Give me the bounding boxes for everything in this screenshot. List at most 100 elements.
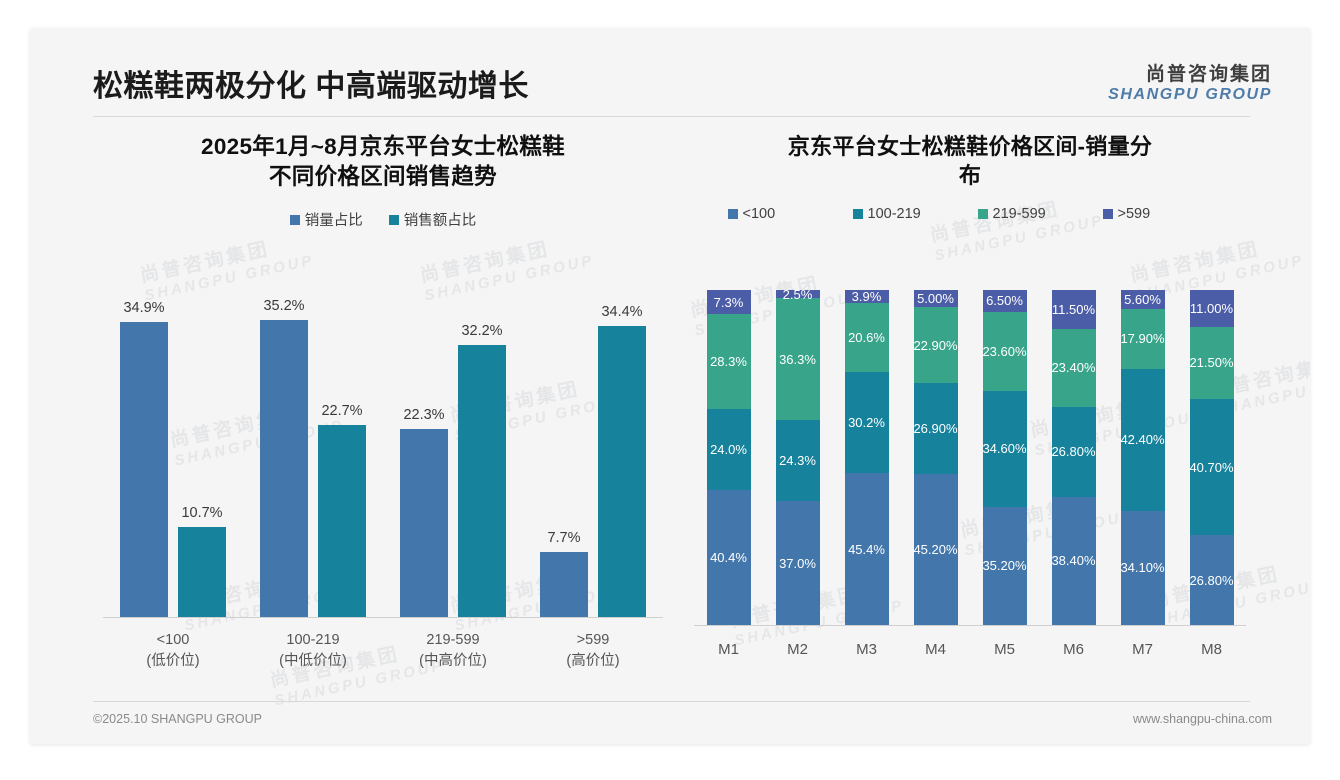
stacked-segment[interactable]: 30.2%: [844, 372, 889, 474]
legend-item-price-0[interactable]: <100: [727, 206, 838, 223]
stacked-segment[interactable]: 6.50%: [982, 290, 1027, 312]
stacked-segment[interactable]: 26.80%: [1051, 406, 1096, 497]
legend-swatch-icon: [977, 209, 988, 220]
stacked-segment[interactable]: 40.4%: [706, 489, 751, 625]
bar-value-label: 34.4%: [601, 304, 643, 321]
stacked-segment[interactable]: 45.4%: [844, 473, 889, 625]
stacked-bar-column[interactable]: 37.0% 24.3% 36.3% 2.5%: [763, 287, 832, 625]
right-chart-title: 京东平台女士松糕鞋价格区间-销量分 布: [690, 132, 1250, 190]
x-axis-tick-label: 219-599 (中高价位): [383, 630, 523, 672]
stacked-segment[interactable]: 2.5%: [775, 287, 820, 302]
bar-column[interactable]: 22.7%: [318, 279, 366, 617]
stacked-segment-label: 45.20%: [913, 541, 958, 557]
stacked-segment[interactable]: 23.60%: [982, 311, 1027, 391]
left-chart-bar-groups: 34.9% 10.7% 35.2% 22.7% 22.3% 32.2% 7.7% 34.4%: [103, 279, 663, 617]
bar-column[interactable]: 32.2%: [458, 279, 506, 617]
stacked-bar-column[interactable]: 34.10% 42.40% 17.90% 5.60%: [1108, 290, 1177, 625]
bar-rect[interactable]: [400, 428, 448, 617]
stacked-segment-label: 3.9%: [851, 289, 882, 305]
stacked-segment-label: 24.3%: [779, 453, 816, 469]
stacked-bar-column[interactable]: 26.80% 40.70% 21.50% 11.00%: [1177, 290, 1246, 625]
x-axis-tick-label: M7: [1132, 641, 1153, 658]
stacked-segment-label: 11.50%: [1051, 301, 1096, 317]
stacked-segment[interactable]: 21.50%: [1189, 326, 1234, 399]
bar-column[interactable]: 22.3%: [400, 279, 448, 617]
bar-rect[interactable]: [540, 551, 588, 617]
bar-rect[interactable]: [178, 526, 226, 617]
stacked-segment[interactable]: 22.90%: [913, 306, 958, 384]
bar-rect[interactable]: [598, 326, 646, 617]
stacked-segment[interactable]: 38.40%: [1051, 496, 1096, 625]
stacked-segment[interactable]: 36.3%: [775, 298, 820, 420]
stacked-segment-label: 23.40%: [1051, 360, 1096, 376]
stacked-segment[interactable]: 28.3%: [706, 314, 751, 410]
stacked-segment[interactable]: 5.60%: [1120, 290, 1165, 309]
bar-group: 7.7% 34.4%: [523, 279, 663, 617]
stacked-segment[interactable]: 20.6%: [844, 303, 889, 372]
stacked-segment[interactable]: 24.3%: [775, 419, 820, 502]
stacked-segment-label: 5.00%: [917, 290, 954, 306]
stacked-segment-label: 38.40%: [1051, 553, 1096, 569]
stacked-segment[interactable]: 11.50%: [1051, 290, 1096, 329]
bar-rect[interactable]: [260, 319, 308, 617]
stacked-bar-column[interactable]: 35.20% 34.60% 23.60% 6.50%: [970, 290, 1039, 625]
stacked-segment[interactable]: 24.0%: [706, 409, 751, 490]
stacked-bar-column[interactable]: 40.4% 24.0% 28.3% 7.3%: [694, 290, 763, 625]
left-chart-panel: 2025年1月~8月京东平台女士松糕鞋 不同价格区间销售趋势 销量占比 销售额占比…: [93, 132, 673, 717]
x-tick-range: <100: [156, 631, 190, 648]
stacked-segment[interactable]: 11.00%: [1189, 290, 1234, 327]
bar-column[interactable]: 7.7%: [540, 279, 588, 617]
stacked-segment[interactable]: 3.9%: [844, 289, 889, 305]
stacked-segment[interactable]: 37.0%: [775, 501, 820, 625]
stacked-segment[interactable]: 35.20%: [982, 506, 1027, 625]
stacked-bar: 26.80% 40.70% 21.50% 11.00%: [1189, 290, 1234, 625]
legend-item-sales-1[interactable]: 销售额占比: [388, 209, 476, 230]
bar-column[interactable]: 34.4%: [598, 279, 646, 617]
x-tick-range: 219-599: [426, 631, 480, 648]
bar-column[interactable]: 34.9%: [120, 279, 168, 617]
legend-item-label: <100: [742, 206, 776, 223]
stacked-segment-label: 37.0%: [779, 555, 816, 571]
bar-rect[interactable]: [120, 322, 168, 617]
bar-column[interactable]: 35.2%: [260, 279, 308, 617]
stacked-segment-label: 11.00%: [1189, 300, 1234, 316]
stacked-segment-label: 40.4%: [710, 549, 747, 565]
stacked-segment-label: 7.3%: [713, 294, 744, 310]
footer-website: www.shangpu-china.com: [1133, 712, 1272, 726]
stacked-segment-label: 23.60%: [982, 343, 1027, 359]
stacked-segment[interactable]: 5.00%: [913, 290, 958, 307]
x-axis-tick-label: 100-219 (中低价位): [243, 630, 383, 672]
bar-column[interactable]: 10.7%: [178, 279, 226, 617]
bar-rect[interactable]: [318, 425, 366, 617]
stacked-bar-column[interactable]: 38.40% 26.80% 23.40% 11.50%: [1039, 290, 1108, 625]
stacked-bar-column[interactable]: 45.20% 26.90% 22.90% 5.00%: [901, 290, 970, 625]
stacked-bar: 40.4% 24.0% 28.3% 7.3%: [706, 290, 751, 625]
brand-logo: 尚普咨询集团 SHANGPU GROUP: [1108, 64, 1272, 104]
legend-swatch-icon: [289, 214, 300, 225]
stacked-segment-label: 30.2%: [848, 415, 885, 431]
stacked-segment-label: 34.60%: [982, 441, 1027, 457]
stacked-segment-label: 17.90%: [1120, 331, 1165, 347]
bar-group: 22.3% 32.2%: [383, 279, 523, 617]
stacked-segment[interactable]: 26.90%: [913, 383, 958, 474]
legend-item-price-1[interactable]: 100-219: [852, 206, 963, 222]
bar-rect[interactable]: [458, 344, 506, 617]
legend-item-sales-0[interactable]: 销量占比: [289, 209, 363, 230]
stacked-segment[interactable]: 17.90%: [1120, 308, 1165, 369]
legend-item-price-3[interactable]: >599: [1102, 206, 1213, 223]
stacked-segment[interactable]: 40.70%: [1189, 398, 1234, 536]
stacked-segment[interactable]: 7.3%: [706, 290, 751, 315]
stacked-segment[interactable]: 26.80%: [1189, 535, 1234, 625]
legend-item-price-2[interactable]: 219-599: [977, 206, 1088, 222]
stacked-segment-label: 21.50%: [1189, 355, 1234, 371]
stacked-segment[interactable]: 34.10%: [1120, 510, 1165, 625]
stacked-bar-column[interactable]: 45.4% 30.2% 20.6% 3.9%: [832, 289, 901, 625]
stacked-segment[interactable]: 45.20%: [913, 473, 958, 625]
stacked-segment[interactable]: 34.60%: [982, 390, 1027, 507]
x-axis-tick-label: <100 (低价位): [103, 630, 243, 672]
stacked-segment[interactable]: 42.40%: [1120, 368, 1165, 511]
stacked-segment-label: 42.40%: [1120, 432, 1165, 448]
stacked-segment-label: 28.3%: [710, 354, 747, 370]
stacked-segment[interactable]: 23.40%: [1051, 328, 1096, 407]
legend-item-label: >599: [1117, 206, 1151, 223]
